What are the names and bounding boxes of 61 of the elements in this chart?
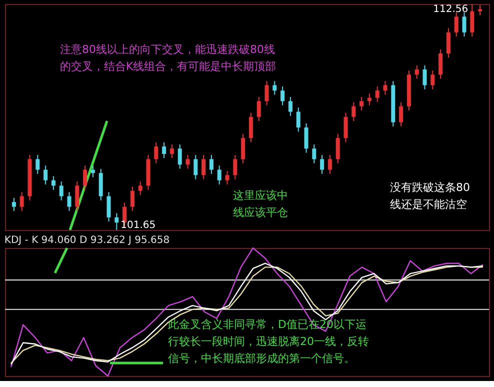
candlestick <box>470 4 474 38</box>
candlestick <box>296 107 300 132</box>
candlestick <box>304 122 308 154</box>
candlestick <box>36 154 40 174</box>
candlestick <box>106 192 111 222</box>
candlestick <box>59 181 64 201</box>
candlestick <box>217 165 222 185</box>
candlestick <box>360 96 364 111</box>
candlestick <box>154 142 158 164</box>
candlestick <box>454 12 458 38</box>
candlestick <box>422 64 427 90</box>
candlestick <box>233 154 238 180</box>
candlestick <box>478 4 482 16</box>
candlestick <box>383 80 388 96</box>
candlestick <box>241 133 246 164</box>
candlestick <box>336 133 340 164</box>
candlestick <box>44 165 48 185</box>
candlestick <box>462 12 466 38</box>
candlestick <box>225 170 230 185</box>
candlestick <box>248 112 253 143</box>
candlestick <box>352 102 356 122</box>
candlestick <box>162 142 166 159</box>
annotation: 这里应该中线应该平仓 <box>233 189 288 219</box>
candlestick <box>83 165 88 190</box>
candlestick <box>320 154 324 174</box>
candlestick <box>114 212 119 230</box>
candlestick <box>209 154 214 174</box>
candlestick <box>312 144 316 164</box>
candlestick <box>90 165 95 178</box>
candlestick <box>375 86 380 102</box>
candlestick <box>194 154 198 180</box>
candlestick <box>344 112 348 143</box>
candlestick <box>138 181 142 196</box>
candlestick <box>280 86 285 106</box>
candlestick <box>130 186 134 212</box>
candlestick <box>414 64 419 80</box>
candlestick <box>264 80 269 106</box>
candlestick <box>170 144 174 159</box>
candlestick <box>328 154 332 174</box>
candlestick <box>256 96 261 122</box>
candlestick <box>430 70 435 90</box>
annotation: 101.65 <box>120 220 156 231</box>
annotation: 没有跌破这条80线还是不能沽空 <box>390 181 470 211</box>
candlestick <box>399 102 404 127</box>
candlestick <box>288 96 292 116</box>
candlestick <box>367 93 372 106</box>
candlestick <box>178 144 182 170</box>
annotation: 112.56 <box>433 4 468 15</box>
candlestick <box>98 168 103 201</box>
annotation: 注意80线以上的向下交叉，能迅速跌破80线的交叉，结合K线组合，有可能是中长期顶部 <box>60 43 276 73</box>
candlestick <box>186 154 190 170</box>
candlestick <box>446 28 450 58</box>
candlestick <box>67 192 72 212</box>
candlestick <box>12 197 16 212</box>
candlestick <box>272 80 277 96</box>
candlestick <box>51 176 56 190</box>
candlestick <box>202 154 206 180</box>
candlestick <box>438 48 443 80</box>
candlestick <box>75 181 80 212</box>
candlestick <box>20 192 24 212</box>
chart-title: KDJ - K 94.060 D 93.262 J 95.658 <box>4 234 170 246</box>
